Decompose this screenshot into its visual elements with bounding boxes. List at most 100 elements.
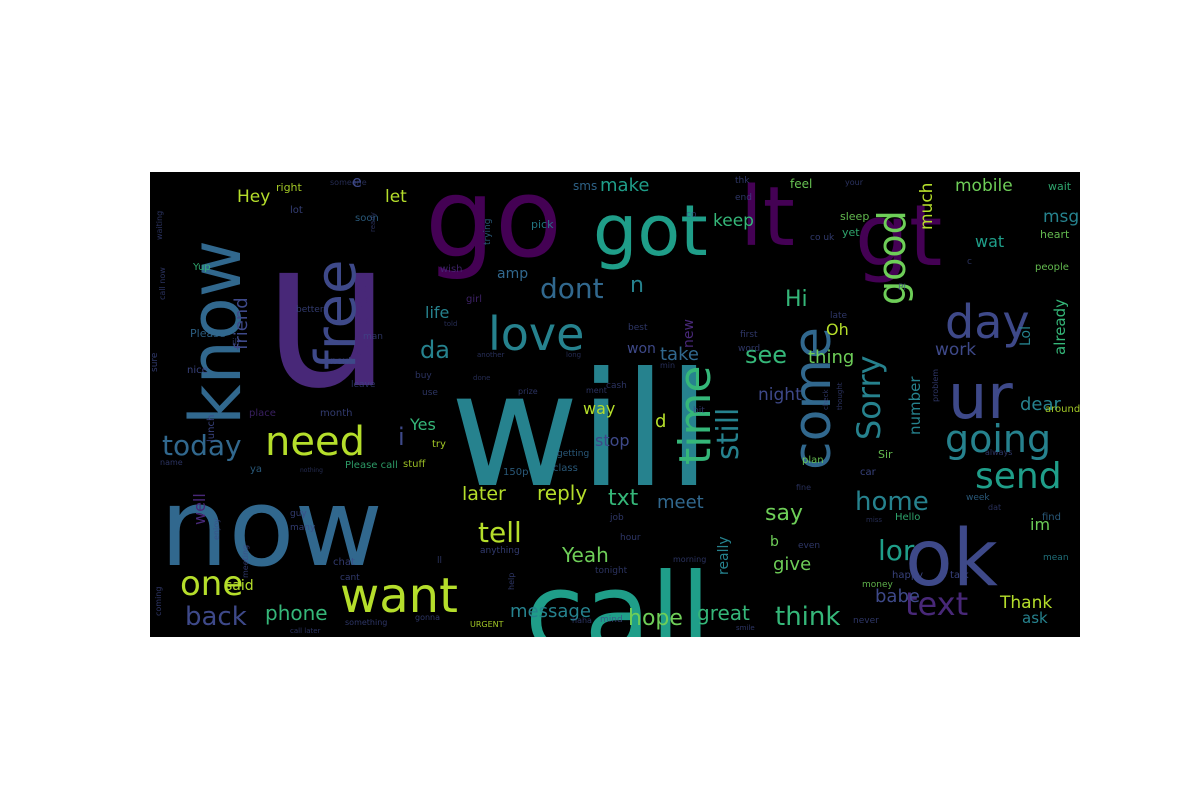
- cloud-word-long: long: [566, 351, 581, 359]
- cloud-word-getting: getting: [557, 449, 589, 459]
- cloud-word-smile: smile: [736, 624, 755, 632]
- cloud-word-day: day: [945, 295, 1030, 349]
- cloud-word-nice: nice: [187, 365, 208, 376]
- cloud-word-thought: thought: [836, 382, 844, 410]
- cloud-word-c: c: [967, 257, 972, 267]
- cloud-word-fine: fine: [796, 483, 811, 492]
- cloud-word-lt: lt: [740, 172, 795, 265]
- cloud-word-yes: Yes: [409, 415, 436, 434]
- cloud-word-way: way: [583, 399, 615, 418]
- cloud-word-cant: cant: [340, 573, 360, 583]
- cloud-word-another: another: [477, 351, 504, 359]
- cloud-word-pick: pick: [531, 218, 554, 231]
- cloud-word-well: well: [190, 493, 209, 525]
- cloud-word-urgent: URGENT: [470, 620, 504, 629]
- cloud-word-number: number: [906, 376, 924, 435]
- cloud-word-hope: hope: [628, 606, 683, 631]
- cloud-word-home: home: [855, 487, 929, 517]
- cloud-word-amp: amp: [497, 266, 528, 282]
- cloud-word-d: d: [655, 411, 666, 432]
- cloud-word-thing: thing: [808, 347, 854, 368]
- cloud-word-make: make: [600, 175, 649, 196]
- cloud-word-hello: Hello: [895, 512, 920, 523]
- cloud-word-one: one: [180, 564, 243, 604]
- cloud-word-txt: txt: [608, 486, 639, 511]
- cloud-word-hour: hour: [620, 533, 641, 543]
- cloud-word-im: im: [1030, 515, 1050, 534]
- cloud-word-keep: keep: [713, 211, 754, 231]
- cloud-word-later: later: [462, 483, 506, 505]
- cloud-word-msg: msg: [1043, 207, 1079, 227]
- cloud-word-better: better: [296, 305, 324, 315]
- cloud-word-prize: prize: [518, 387, 538, 396]
- cloud-word-cash: cash: [606, 381, 627, 391]
- cloud-word-n: n: [630, 273, 644, 298]
- cloud-word-many: many: [290, 523, 316, 533]
- cloud-word-tell: tell: [478, 516, 522, 549]
- cloud-word-e: e: [352, 172, 362, 191]
- cloud-word-friend: friend: [231, 297, 252, 350]
- cloud-word-gonna: gonna: [415, 613, 440, 622]
- cloud-word-please-call: Please call: [345, 460, 398, 471]
- cloud-word-girl: girl: [466, 294, 482, 305]
- cloud-word-check: check: [822, 389, 830, 410]
- cloud-word-car: car: [860, 467, 877, 478]
- cloud-word-i: i: [398, 423, 405, 451]
- cloud-word-first: first: [740, 330, 758, 340]
- cloud-word-name: name: [160, 458, 183, 467]
- cloud-word-wish: wish: [440, 264, 463, 275]
- cloud-word-guy: guy: [290, 509, 307, 519]
- cloud-word-work: work: [935, 340, 976, 360]
- cloud-word-co-uk: co uk: [810, 233, 835, 243]
- cloud-word-yet: yet: [842, 226, 860, 239]
- cloud-word-wat: wat: [975, 232, 1004, 251]
- cloud-word-meet: meet: [657, 492, 704, 513]
- cloud-word-free: free: [304, 260, 369, 370]
- cloud-word-yeah: Yeah: [561, 543, 609, 567]
- cloud-word-time: time: [670, 366, 721, 465]
- cloud-word-sleep: sleep: [840, 210, 869, 223]
- cloud-word-night: night: [758, 385, 802, 405]
- cloud-word-mind: mind: [600, 615, 623, 625]
- cloud-word-chat: chat: [333, 557, 355, 568]
- cloud-word-reply: reply: [537, 481, 587, 505]
- cloud-word-want: want: [340, 568, 458, 624]
- cloud-word-thk: thk: [735, 176, 750, 186]
- cloud-word-your: your: [845, 178, 864, 187]
- cloud-word-already: already: [1051, 299, 1069, 355]
- cloud-word-come: come: [783, 327, 843, 470]
- cloud-word-word: word: [738, 344, 760, 354]
- cloud-word-call: call: [525, 551, 711, 637]
- cloud-word-ll: ll: [437, 556, 442, 566]
- cloud-word-coming: coming: [154, 587, 163, 616]
- cloud-word-hi: Hi: [785, 287, 808, 312]
- cloud-word-find: find: [1042, 512, 1061, 523]
- cloud-word-end: end: [735, 193, 752, 203]
- cloud-word-anything: anything: [480, 546, 520, 556]
- cloud-word-lol: Lol: [1018, 326, 1034, 346]
- cloud-word-co: co: [686, 210, 697, 220]
- cloud-word-know: know: [175, 240, 257, 425]
- cloud-word-never: never: [853, 616, 879, 626]
- cloud-word-da: da: [420, 336, 450, 364]
- cloud-word-enjoy: enjoy: [212, 518, 221, 540]
- cloud-word-mobile: mobile: [955, 176, 1013, 196]
- cloud-word-always: always: [985, 448, 1012, 457]
- cloud-word-won: won: [627, 341, 656, 357]
- cloud-word-now: now: [160, 466, 383, 591]
- cloud-word-take: take: [660, 344, 699, 365]
- cloud-word-problem: problem: [931, 369, 940, 402]
- cloud-word-buy: buy: [415, 371, 432, 381]
- cloud-word-week: week: [966, 493, 990, 503]
- cloud-word-people: people: [1035, 262, 1069, 273]
- cloud-word-nothing: nothing: [300, 467, 323, 474]
- cloud-word-much: much: [917, 183, 937, 230]
- cloud-word-say: say: [765, 501, 803, 526]
- cloud-word-right: right: [276, 181, 303, 194]
- cloud-word-happy: happy: [892, 570, 923, 581]
- cloud-word-new: new: [681, 319, 697, 348]
- cloud-word-going: going: [945, 417, 1051, 461]
- cloud-word-meeting: meeting: [241, 545, 250, 578]
- cloud-word-back: back: [185, 602, 247, 632]
- cloud-word-soon: soon: [355, 213, 379, 224]
